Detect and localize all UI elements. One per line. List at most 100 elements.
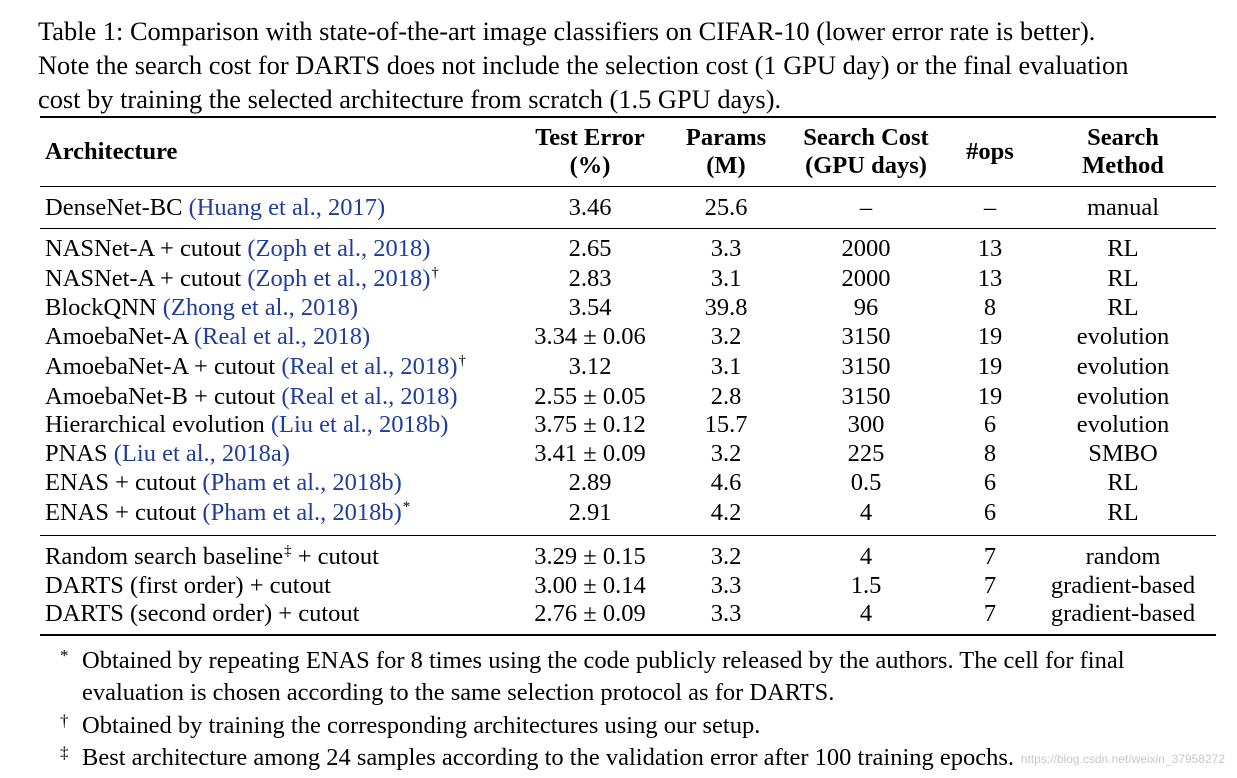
architecture-cell: ENAS + cutout (Pham et al., 2018b)*: [45, 499, 411, 526]
params-cell: 3.1: [710, 265, 742, 292]
citation-link[interactable]: (Real et al., 2018): [194, 323, 371, 350]
footnote-mark: †: [60, 711, 69, 730]
search-cost-cell: 2000: [841, 265, 891, 292]
search-cost-cell: –: [859, 194, 873, 221]
footnote-text: Obtained by repeating ENAS for 8 times u…: [82, 647, 1125, 674]
params-cell: 4.2: [710, 499, 742, 526]
group-rule: [40, 535, 1216, 536]
test-error-cell: 3.46: [568, 194, 612, 221]
architecture-cell: PNAS (Liu et al., 2018a): [45, 440, 290, 467]
footnote-text: Obtained by training the corresponding a…: [82, 712, 761, 739]
header-ops: #ops: [966, 138, 1014, 165]
test-error-cell: 2.89: [568, 469, 612, 496]
citation-link[interactable]: (Zoph et al., 2018): [247, 235, 431, 262]
footnote: * Obtained by repeating ENAS for 8 times …: [60, 645, 1220, 709]
citation-link[interactable]: (Real et al., 2018): [281, 383, 458, 410]
search-cost-cell: 225: [847, 440, 885, 467]
architecture-cell: NASNet-A + cutout (Zoph et al., 2018): [45, 235, 431, 262]
ops-cell: 6: [983, 499, 997, 526]
architecture-cell: AmoebaNet-A + cutout (Real et al., 2018)…: [45, 353, 467, 380]
header-params: Params (M): [685, 124, 767, 179]
test-error-cell: 3.41 ± 0.09: [534, 440, 646, 467]
footnote: † Obtained by training the corresponding …: [60, 710, 1220, 742]
test-error-cell: 3.54: [568, 294, 612, 321]
search-method-cell: RL: [1107, 235, 1139, 262]
search-method-cell: evolution: [1076, 383, 1170, 410]
params-cell: 3.3: [710, 235, 742, 262]
search-method-cell: gradient-based: [1050, 600, 1196, 627]
search-cost-cell: 2000: [841, 235, 891, 262]
caption-line: cost by training the selected architectu…: [38, 84, 782, 114]
search-cost-cell: 4: [859, 543, 873, 570]
search-cost-cell: 0.5: [850, 469, 882, 496]
test-error-cell: 3.12: [568, 353, 612, 380]
architecture-cell: DARTS (second order) + cutout: [45, 600, 360, 627]
footnote-mark: ‡: [284, 543, 292, 559]
architecture-cell: Random search baseline‡ + cutout: [45, 543, 379, 570]
architecture-cell: BlockQNN (Zhong et al., 2018): [45, 294, 359, 321]
params-cell: 39.8: [704, 294, 748, 321]
search-cost-cell: 4: [859, 600, 873, 627]
citation-link[interactable]: (Zhong et al., 2018): [162, 294, 359, 321]
architecture-cell: DenseNet-BC (Huang et al., 2017): [45, 194, 386, 221]
bottom-rule: [40, 634, 1216, 636]
params-cell: 3.3: [710, 572, 742, 599]
citation-link[interactable]: (Huang et al., 2017): [188, 194, 386, 221]
search-cost-cell: 3150: [841, 353, 891, 380]
test-error-cell: 3.34 ± 0.06: [534, 323, 646, 350]
ops-cell: 19: [977, 383, 1003, 410]
architecture-cell: ENAS + cutout (Pham et al., 2018b): [45, 469, 402, 496]
search-method-cell: evolution: [1076, 323, 1170, 350]
header-test-error: Test Error (%): [535, 124, 645, 179]
params-cell: 3.2: [710, 440, 742, 467]
test-error-cell: 2.55 ± 0.05: [534, 383, 646, 410]
citation-link[interactable]: (Zoph et al., 2018): [247, 265, 431, 292]
search-method-cell: RL: [1107, 499, 1139, 526]
citation-link[interactable]: (Liu et al., 2018a): [113, 440, 290, 467]
search-cost-cell: 96: [853, 294, 879, 321]
search-method-cell: RL: [1107, 469, 1139, 496]
params-cell: 3.1: [710, 353, 742, 380]
search-method-cell: SMBO: [1088, 440, 1158, 467]
params-cell: 3.2: [710, 323, 742, 350]
table-caption: Table 1: Comparison with state-of-the-ar…: [38, 14, 1223, 116]
search-method-cell: random: [1085, 543, 1161, 570]
footnote-text: evaluation is chosen according to the sa…: [82, 679, 835, 706]
ops-cell: 13: [977, 265, 1003, 292]
header-search-cost: Search Cost (GPU days): [803, 124, 929, 179]
citation-link[interactable]: (Pham et al., 2018b): [202, 469, 402, 496]
params-cell: 2.8: [710, 383, 742, 410]
search-cost-cell: 4: [859, 499, 873, 526]
search-method-cell: evolution: [1076, 411, 1170, 438]
ops-cell: 6: [983, 411, 997, 438]
caption-line: Table 1: Comparison with state-of-the-ar…: [38, 16, 1096, 46]
test-error-cell: 3.00 ± 0.14: [534, 572, 646, 599]
ops-cell: 19: [977, 353, 1003, 380]
footnote: ‡ Best architecture among 24 samples acco…: [60, 742, 1220, 774]
footnote-mark: *: [402, 499, 411, 515]
search-cost-cell: 3150: [841, 383, 891, 410]
ops-cell: 7: [983, 572, 997, 599]
test-error-cell: 3.75 ± 0.12: [534, 411, 646, 438]
test-error-cell: 2.76 ± 0.09: [534, 600, 646, 627]
footnote-mark: ‡: [60, 743, 69, 762]
citation-link[interactable]: (Liu et al., 2018b): [270, 411, 449, 438]
search-method-cell: manual: [1086, 194, 1160, 221]
search-cost-cell: 300: [847, 411, 885, 438]
top-rule: [40, 116, 1216, 118]
params-cell: 25.6: [704, 194, 748, 221]
footnote-mark: *: [60, 646, 69, 665]
search-method-cell: evolution: [1076, 353, 1170, 380]
header-architecture: Architecture: [45, 138, 178, 165]
test-error-cell: 2.65: [568, 235, 612, 262]
search-cost-cell: 3150: [841, 323, 891, 350]
search-method-cell: RL: [1107, 265, 1139, 292]
architecture-cell: DARTS (first order) + cutout: [45, 572, 331, 599]
citation-link[interactable]: (Pham et al., 2018b): [202, 499, 402, 526]
params-cell: 15.7: [704, 411, 748, 438]
ops-cell: 7: [983, 543, 997, 570]
ops-cell: 6: [983, 469, 997, 496]
footnote-mark: †: [431, 265, 439, 281]
ops-cell: 7: [983, 600, 997, 627]
citation-link[interactable]: (Real et al., 2018): [281, 353, 458, 380]
